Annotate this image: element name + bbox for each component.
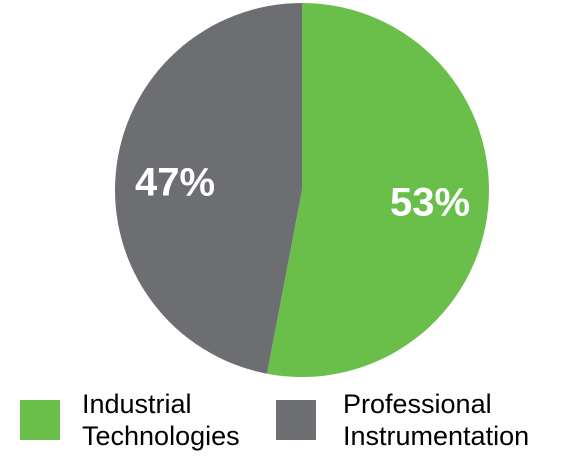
legend-label-industrial-technologies: Industrial Technologies	[82, 389, 240, 451]
pie-slice-industrial-technologies	[266, 3, 489, 377]
pie-slice-label-industrial-technologies: 53%	[390, 181, 470, 225]
legend-label-professional-instrumentation: Professional Instrumentation	[343, 389, 530, 451]
pie-slice-label-professional-instrumentation: 47%	[135, 161, 215, 205]
pie-slices	[114, 3, 489, 377]
legend-swatch-professional-instrumentation	[276, 400, 316, 440]
legend-swatch-industrial-technologies	[20, 400, 60, 440]
pie-slice-professional-instrumentation	[114, 3, 302, 374]
pie-chart: 53% 47%	[114, 3, 489, 377]
pie-slice-labels: 53% 47%	[135, 161, 470, 225]
